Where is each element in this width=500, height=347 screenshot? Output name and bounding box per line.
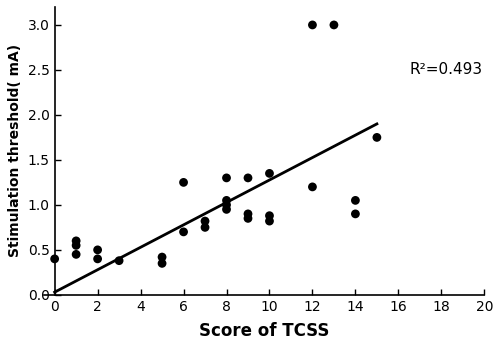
Point	[373, 135, 381, 140]
Point	[222, 202, 230, 208]
Point	[115, 258, 123, 263]
Point	[244, 215, 252, 221]
Point	[266, 171, 274, 176]
Point	[266, 218, 274, 224]
Point	[308, 184, 316, 190]
Point	[72, 243, 80, 248]
Point	[201, 218, 209, 224]
Point	[72, 252, 80, 257]
Text: R²=0.493: R²=0.493	[409, 62, 482, 77]
Point	[266, 213, 274, 219]
Point	[244, 175, 252, 181]
Point	[330, 22, 338, 28]
Point	[50, 256, 58, 262]
Point	[158, 254, 166, 260]
Point	[222, 206, 230, 212]
Point	[94, 256, 102, 262]
Point	[222, 175, 230, 181]
Point	[180, 180, 188, 185]
Point	[158, 261, 166, 266]
Point	[222, 197, 230, 203]
Point	[72, 238, 80, 244]
Point	[180, 229, 188, 235]
Y-axis label: Stimulation threshold( mA): Stimulation threshold( mA)	[8, 44, 22, 257]
Point	[352, 211, 360, 217]
Point	[352, 197, 360, 203]
Point	[308, 22, 316, 28]
Point	[94, 247, 102, 253]
Point	[244, 211, 252, 217]
X-axis label: Score of TCSS: Score of TCSS	[199, 322, 330, 340]
Point	[201, 225, 209, 230]
